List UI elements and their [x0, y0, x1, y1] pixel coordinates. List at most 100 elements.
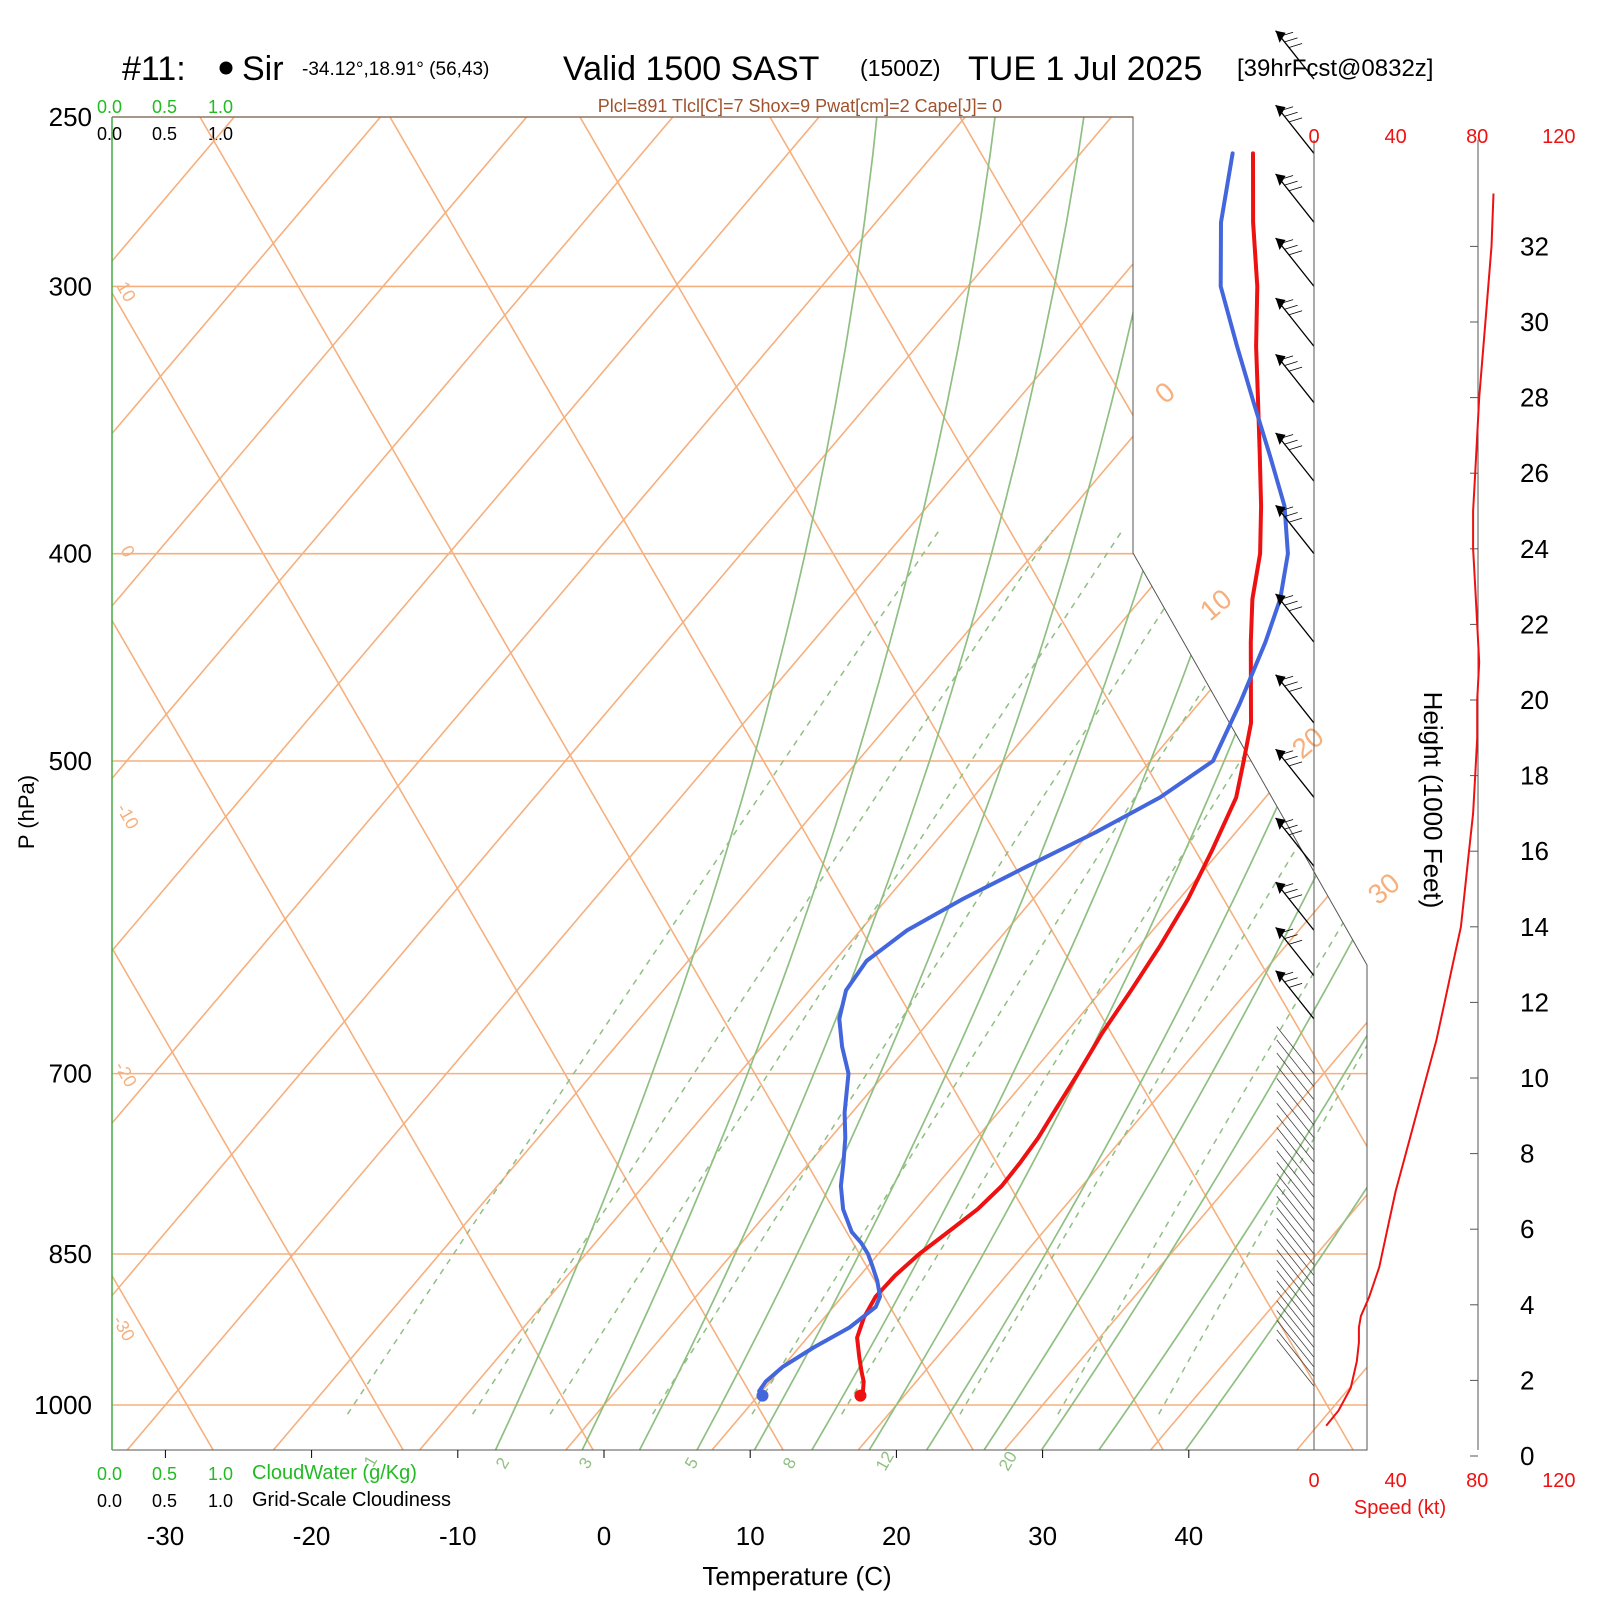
- wind-barb-feather: [1288, 606, 1303, 612]
- wind-barb-feather: [1284, 824, 1298, 830]
- wind-barb-staff: [1276, 1039, 1315, 1088]
- mixing-ratio-labels: 1 2 3 5 8 12 20: [360, 1448, 1021, 1474]
- wind-barb-staff: [1276, 1138, 1315, 1187]
- wind-barb-staff: [1276, 1290, 1315, 1338]
- isotherm-label: 30: [1362, 867, 1406, 911]
- wind-barb-feather: [1279, 595, 1294, 600]
- cloudiness-tick: 1.0: [208, 1491, 233, 1511]
- wind-barb-feather: [1284, 755, 1298, 761]
- height-tick-label: 22: [1520, 609, 1549, 639]
- cloudwater-label: CloudWater (g/Kg): [252, 1462, 417, 1484]
- cloudwater-tick: 1.0: [208, 97, 233, 117]
- wind-barb-pennant: [1275, 505, 1286, 518]
- isotherm: [1098, 117, 1367, 1450]
- cloudiness-tick: 0.5: [152, 124, 177, 144]
- wind-barb-feather: [1288, 830, 1303, 836]
- temperature-tick-label: -30: [147, 1521, 185, 1551]
- mixing-ratio-label: 12: [872, 1448, 898, 1474]
- cloudwater-tick: 0.5: [152, 97, 177, 117]
- station-coords: -34.12°,18.91° (56,43): [302, 59, 489, 80]
- cloudwater-tick: 0.0: [97, 97, 122, 117]
- pressure-tick-label: 400: [49, 539, 92, 569]
- wind-barb-feather: [1279, 175, 1294, 180]
- isotherm-label: -30: [109, 1312, 139, 1345]
- wind-barb-staff: [1276, 1249, 1315, 1297]
- wind-barb-feather: [1284, 361, 1298, 366]
- wind-barb-staff: [1276, 1320, 1315, 1368]
- wind-barb-feather: [1279, 928, 1294, 934]
- moist-adiabat: [785, 117, 1360, 1450]
- pressure-tick-label: 300: [49, 271, 92, 301]
- wind-barb-feather: [1288, 517, 1303, 523]
- height-tick-label: 10: [1520, 1063, 1549, 1093]
- wind-barb-staff: [1276, 1150, 1315, 1198]
- wind-barb-staff: [1275, 173, 1315, 223]
- isotherm: [952, 117, 1367, 1450]
- wind-barb-staff: [1275, 881, 1315, 931]
- isotherm: [112, 117, 1223, 1450]
- wind-barb-staff: [1276, 1078, 1315, 1126]
- wind-barb-feather: [1288, 117, 1303, 123]
- isotherm-labels: 10 0 -10 -20 -30: [109, 278, 143, 1345]
- speed-tick-label: 0: [1308, 1470, 1319, 1492]
- pressure-tick-label: 250: [49, 102, 92, 132]
- temperature-tick-label: 10: [736, 1521, 765, 1551]
- wind-barb-staff: [1276, 1310, 1315, 1358]
- height-tick-label: 14: [1520, 912, 1549, 942]
- isotherm: [112, 117, 1367, 1450]
- cloudiness-label: Grid-Scale Cloudiness: [252, 1489, 451, 1511]
- mixing-ratio-label: 20: [995, 1448, 1021, 1474]
- zulu-time: (1500Z): [860, 55, 941, 81]
- wind-barb-pennant: [1275, 970, 1286, 983]
- wind-barb-feather: [1279, 355, 1294, 361]
- moist-adiabat: [841, 117, 1367, 1450]
- height-tick-label: 2: [1520, 1365, 1534, 1395]
- height-tick-label: 4: [1520, 1290, 1534, 1320]
- isotherm: [221, 117, 1367, 1450]
- wind-barb-feather: [1279, 31, 1294, 37]
- isotherm-labels-right: 0 10 20 30: [1149, 376, 1406, 911]
- height-tick-label: 32: [1520, 231, 1549, 261]
- dry-adiabat: [0, 60, 29, 1460]
- wind-barb-staff: [1276, 1329, 1315, 1377]
- wind-barb-feather: [1284, 37, 1298, 43]
- wind-barb-staff: [1275, 104, 1315, 154]
- moist-adiabat: [616, 117, 1091, 1450]
- isotherm-label: 10: [1194, 583, 1238, 627]
- wind-barb-pennant: [1275, 593, 1286, 606]
- wind-barb-staff: [1275, 353, 1315, 404]
- wind-barb-staff: [1276, 1102, 1315, 1151]
- wind-barb-pennant: [1275, 432, 1286, 445]
- mixing-ratio-lines: [346, 529, 1367, 1415]
- isotherm: [112, 117, 1367, 1450]
- height-tick-label: 6: [1520, 1214, 1534, 1244]
- wind-barb-staff: [1276, 1090, 1315, 1138]
- wind-barb-feather: [1279, 819, 1294, 824]
- wind-barb-staff: [1275, 674, 1315, 724]
- isotherm: [112, 117, 638, 1450]
- station-name: Sir: [242, 50, 284, 88]
- mixing-ratio-line: [651, 529, 1216, 1415]
- isotherm-label: -10: [113, 800, 143, 833]
- wind-barb-feather: [1288, 983, 1303, 988]
- dry-adiabat: [736, 117, 1367, 1450]
- height-tick-label: 24: [1520, 534, 1549, 564]
- cloudiness-tick: 0.0: [97, 124, 122, 144]
- wind-barb-staff: [1276, 1184, 1315, 1233]
- wind-barb-feather: [1279, 750, 1294, 756]
- pressure-tick-label: 850: [49, 1239, 92, 1269]
- wind-barb-feather: [1284, 934, 1298, 939]
- mixing-ratio-line: [751, 529, 1305, 1415]
- wind-barbs: [1275, 30, 1315, 1387]
- mixing-ratio-line: [1057, 529, 1367, 1415]
- wind-barb-pennant: [1275, 173, 1286, 186]
- wind-barb-staff: [1275, 926, 1315, 977]
- height-axis-title: Height (1000 Feet): [1418, 692, 1448, 909]
- isotherm-label: -20: [111, 1058, 141, 1091]
- mixing-ratio-label: 8: [779, 1454, 800, 1472]
- wind-barb-feather: [1288, 43, 1303, 48]
- plot-frame: [112, 116, 1368, 1451]
- pressure-tick-label: 700: [49, 1059, 92, 1089]
- wind-barb-feather: [1284, 888, 1298, 894]
